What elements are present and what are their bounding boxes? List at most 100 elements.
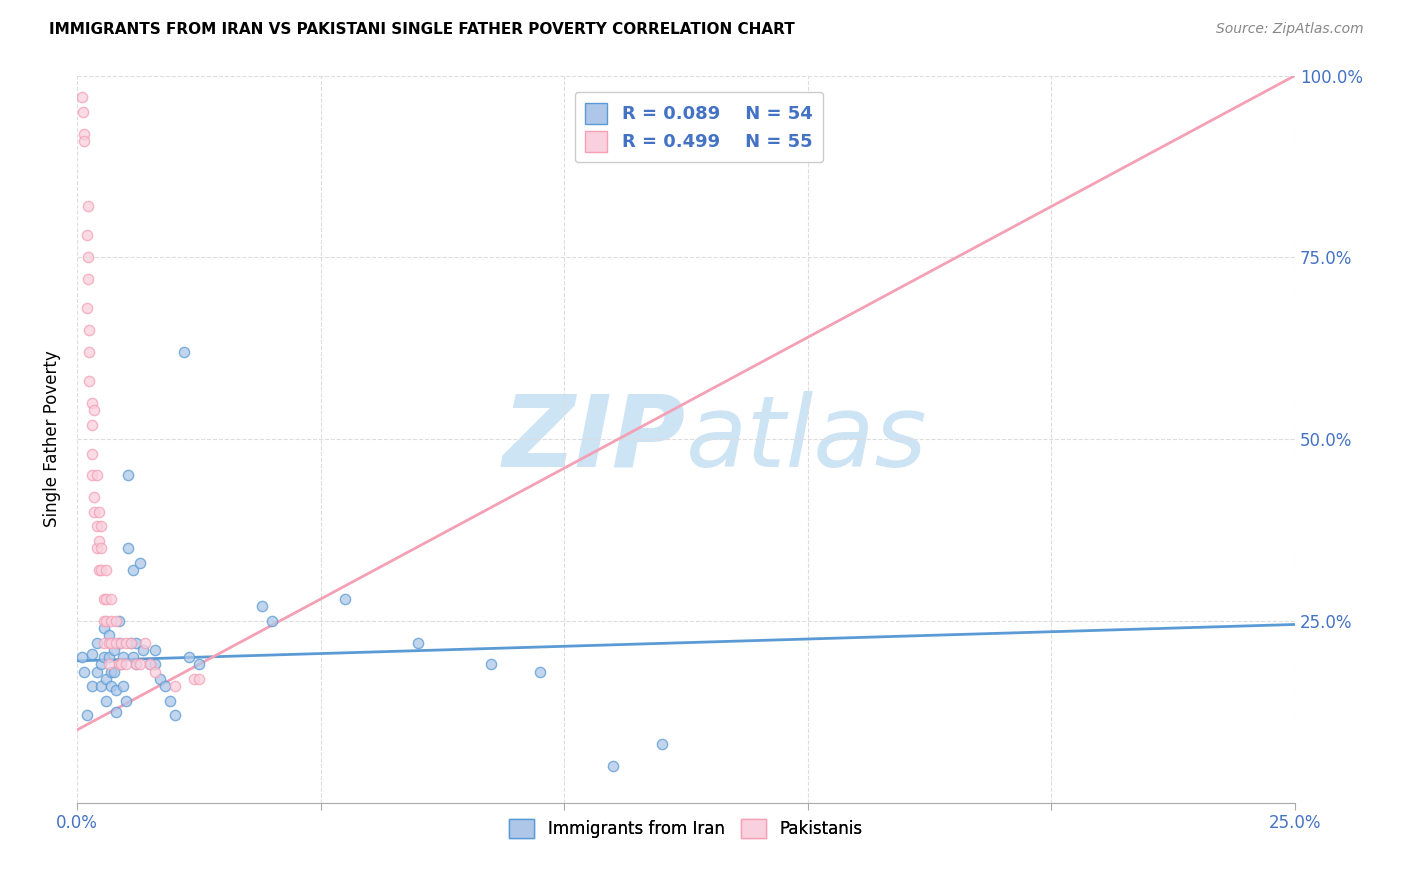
Point <box>100 614 122 628</box>
Point <box>80 417 103 432</box>
Point <box>112 650 135 665</box>
Point <box>260 614 283 628</box>
Point <box>77 374 100 388</box>
Text: IMMIGRANTS FROM IRAN VS PAKISTANI SINGLE FATHER POVERTY CORRELATION CHART: IMMIGRANTS FROM IRAN VS PAKISTANI SINGLE… <box>49 22 794 37</box>
Point <box>163 679 186 693</box>
Point <box>139 657 162 672</box>
Point <box>117 468 139 483</box>
Point <box>76 228 98 243</box>
Point <box>93 650 115 665</box>
Point <box>96 614 118 628</box>
Point <box>124 657 146 672</box>
Point <box>139 657 162 672</box>
Point <box>76 250 98 264</box>
Point <box>103 643 125 657</box>
Point <box>96 672 118 686</box>
Point <box>83 403 105 417</box>
Point <box>129 556 152 570</box>
Point <box>80 647 103 661</box>
Point <box>149 672 172 686</box>
Point <box>76 199 98 213</box>
Point <box>333 592 356 607</box>
Point <box>114 694 136 708</box>
Point <box>80 447 103 461</box>
Point <box>86 541 108 555</box>
Point <box>100 635 122 649</box>
Point <box>90 519 112 533</box>
Point <box>90 541 112 555</box>
Point <box>112 679 135 693</box>
Point <box>90 657 112 672</box>
Point <box>83 490 105 504</box>
Point <box>93 621 115 635</box>
Point <box>73 134 96 148</box>
Point <box>96 592 118 607</box>
Point <box>110 635 132 649</box>
Point <box>93 592 115 607</box>
Point <box>80 468 103 483</box>
Text: Source: ZipAtlas.com: Source: ZipAtlas.com <box>1216 22 1364 37</box>
Point <box>80 679 103 693</box>
Point <box>103 665 125 679</box>
Point <box>90 679 112 693</box>
Point <box>124 635 146 649</box>
Point <box>105 635 128 649</box>
Point <box>187 657 209 672</box>
Point <box>107 635 129 649</box>
Text: atlas: atlas <box>686 391 928 488</box>
Point <box>107 614 129 628</box>
Point <box>179 650 201 665</box>
Point <box>153 679 176 693</box>
Point <box>114 657 136 672</box>
Point <box>86 665 108 679</box>
Point <box>77 323 100 337</box>
Point <box>93 635 115 649</box>
Point <box>80 395 103 409</box>
Point <box>143 657 166 672</box>
Point <box>122 650 145 665</box>
Point <box>143 643 166 657</box>
Point <box>134 635 156 649</box>
Point <box>183 672 205 686</box>
Point <box>96 563 118 577</box>
Point <box>120 635 142 649</box>
Point <box>76 272 98 286</box>
Point <box>83 505 105 519</box>
Point <box>105 682 128 697</box>
Y-axis label: Single Father Poverty: Single Father Poverty <box>44 351 60 527</box>
Point <box>100 679 122 693</box>
Point <box>86 468 108 483</box>
Point <box>73 665 96 679</box>
Point <box>86 635 108 649</box>
Point <box>105 705 128 719</box>
Point <box>110 657 132 672</box>
Point <box>87 533 110 548</box>
Point <box>651 738 673 752</box>
Point <box>143 665 166 679</box>
Point <box>97 628 120 642</box>
Point <box>90 563 112 577</box>
Point <box>250 599 273 614</box>
Point <box>602 759 624 773</box>
Point <box>406 635 429 649</box>
Point <box>97 650 120 665</box>
Point <box>96 694 118 708</box>
Point <box>97 657 120 672</box>
Point <box>73 127 96 141</box>
Point <box>77 344 100 359</box>
Point <box>129 657 152 672</box>
Point <box>87 563 110 577</box>
Point <box>100 665 122 679</box>
Point <box>132 643 155 657</box>
Point <box>173 344 195 359</box>
Point <box>76 708 98 723</box>
Point <box>70 90 93 104</box>
Point <box>159 694 181 708</box>
Point <box>107 657 129 672</box>
Point <box>124 657 146 672</box>
Point <box>105 614 128 628</box>
Point <box>117 541 139 555</box>
Point <box>97 635 120 649</box>
Point <box>110 657 132 672</box>
Point <box>72 104 94 119</box>
